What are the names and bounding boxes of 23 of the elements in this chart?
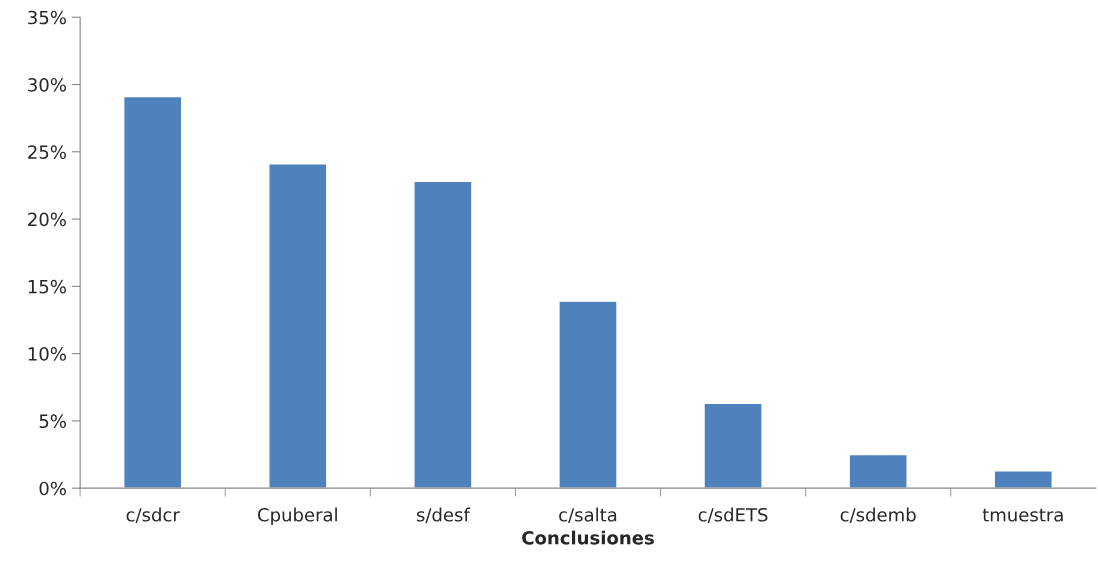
bar: [848, 453, 908, 489]
x-tick-label: c/sdETS: [698, 507, 768, 524]
y-tick-label: 5%: [39, 414, 66, 429]
y-tick-label: 30%: [28, 77, 66, 92]
x-tick-label: s/desf: [416, 507, 471, 524]
bar: [413, 180, 473, 489]
bar: [558, 300, 618, 489]
x-tick-label: Cpuberal: [258, 507, 337, 526]
x-tick-label: c/sdemb: [840, 507, 916, 524]
x-tick-label: tmuestra: [982, 508, 1063, 522]
y-tick-label: 35%: [28, 10, 66, 25]
bar: [703, 402, 763, 489]
y-tick-label: 10%: [28, 347, 66, 361]
y-tick-label: 15%: [28, 279, 66, 294]
x-axis-title: Conclusiones: [522, 530, 654, 545]
bar: [268, 163, 328, 489]
bar: [993, 469, 1053, 489]
y-tick-label: 0%: [39, 481, 66, 496]
x-tick-label: c/salta: [559, 507, 617, 524]
x-tick-label: c/sdcr: [126, 507, 180, 524]
y-tick-label: 20%: [28, 212, 66, 227]
bar: [122, 95, 183, 489]
y-tick-label: 25%: [28, 145, 66, 159]
